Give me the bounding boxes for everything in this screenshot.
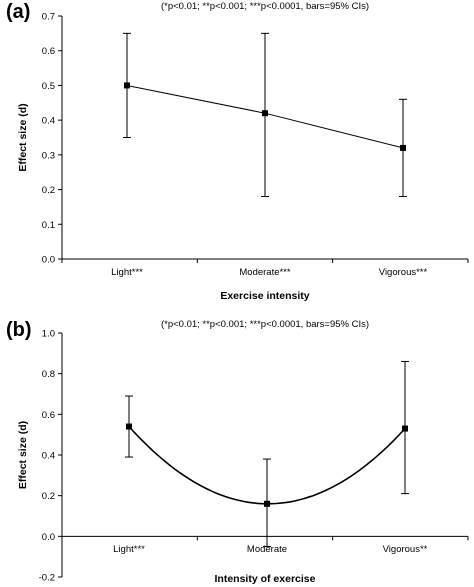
data-point bbox=[264, 500, 270, 507]
y-tick-label: 0.2 bbox=[42, 185, 55, 196]
panel-label: (a) bbox=[6, 1, 30, 23]
x-category-label: Moderate*** bbox=[239, 267, 291, 278]
data-point bbox=[124, 82, 130, 89]
data-point bbox=[126, 423, 132, 430]
x-axis-title: Intensity of exercise bbox=[215, 573, 316, 585]
data-point bbox=[262, 110, 268, 117]
y-axis-title: Effect size (d) bbox=[17, 421, 29, 489]
panel-label: (b) bbox=[6, 319, 32, 341]
x-category-label: Vigorous*** bbox=[379, 267, 428, 278]
y-axis-title: Effect size (d) bbox=[17, 103, 29, 171]
x-category-label: Light*** bbox=[113, 544, 145, 555]
y-tick-label: 0.0 bbox=[42, 255, 55, 266]
y-tick-label: 0.4 bbox=[42, 116, 55, 127]
y-tick-label: 0.2 bbox=[42, 491, 55, 502]
x-category-label: Vigorous** bbox=[383, 544, 428, 555]
x-axis-title: Exercise intensity bbox=[220, 290, 309, 302]
x-category-label: Light*** bbox=[111, 267, 143, 278]
y-tick-label: 0.8 bbox=[42, 369, 55, 380]
y-tick-label: 0.5 bbox=[42, 81, 55, 92]
y-tick-label: -0.2 bbox=[39, 573, 55, 584]
x-category-label: Moderate bbox=[247, 544, 287, 555]
y-tick-label: 0.6 bbox=[42, 46, 55, 57]
y-tick-label: 0.0 bbox=[42, 532, 55, 543]
chart-panel-a: (a) (*p<0.01; **p<0.001; ***p<0.0001, bar… bbox=[6, 1, 469, 302]
significance-note: (*p<0.01; **p<0.001; ***p<0.0001, bars=9… bbox=[161, 1, 369, 12]
significance-note: (*p<0.01; **p<0.001; ***p<0.0001, bars=9… bbox=[161, 319, 369, 330]
y-tick-label: 0.7 bbox=[42, 12, 55, 23]
y-tick-label: 0.4 bbox=[42, 451, 55, 462]
y-tick-label: 0.1 bbox=[42, 220, 55, 231]
data-point bbox=[402, 425, 408, 432]
data-point bbox=[400, 144, 406, 151]
y-tick-label: 1.0 bbox=[42, 329, 55, 340]
chart-panel-b: (b) (*p<0.01; **p<0.001; ***p<0.0001, bar… bbox=[6, 319, 469, 585]
y-tick-label: 0.3 bbox=[42, 150, 55, 161]
y-tick-label: 0.6 bbox=[42, 410, 55, 421]
